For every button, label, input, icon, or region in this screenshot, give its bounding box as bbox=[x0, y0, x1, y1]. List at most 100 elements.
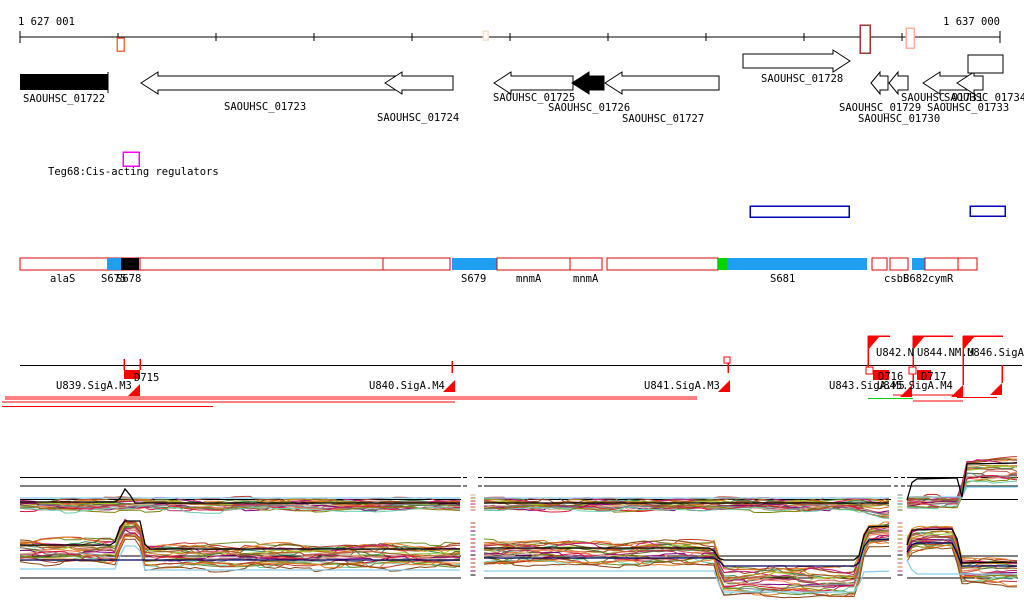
operon-label-alaS[interactable]: alaS bbox=[50, 273, 75, 285]
marker-cream[interactable] bbox=[482, 30, 489, 41]
gene-label-SAOUHSC_01731[interactable]: SAOUHSC_01731 bbox=[901, 92, 983, 104]
tss-flag-box-2[interactable] bbox=[873, 370, 889, 380]
expression-trace bbox=[20, 520, 460, 550]
operon-segment-14[interactable] bbox=[912, 258, 925, 270]
gene-SAOUHSC_01730[interactable] bbox=[888, 70, 909, 96]
operon-label-S678[interactable]: S678 bbox=[116, 273, 141, 285]
tss-label-U839.SigA.M3[interactable]: U839.SigA.M3 bbox=[56, 380, 132, 392]
tss-arrow-triangle-5[interactable] bbox=[951, 385, 963, 397]
operon-segment-6[interactable] bbox=[452, 258, 497, 270]
tss-label-U841.SigA.M3[interactable]: U841.SigA.M3 bbox=[644, 380, 720, 392]
gene-SAOUHSC_01729[interactable] bbox=[870, 70, 889, 96]
marker-darkred[interactable] bbox=[859, 24, 871, 54]
operon-label-S682[interactable]: S682 bbox=[903, 273, 928, 285]
operon-segment-4[interactable] bbox=[139, 257, 384, 271]
expression-trace bbox=[19, 506, 461, 513]
tss-pennant-1[interactable] bbox=[868, 337, 879, 350]
expression-trace bbox=[906, 542, 1017, 567]
ruler-end-coordinate: 1 637 000 bbox=[943, 16, 1000, 28]
gene-gene-open-box[interactable] bbox=[967, 54, 1004, 74]
expression-trace bbox=[484, 538, 890, 567]
expression-trace bbox=[483, 521, 889, 572]
marker-orange[interactable] bbox=[116, 37, 125, 52]
expression-trace bbox=[483, 505, 890, 518]
gene-label-SAOUHSC_01726[interactable]: SAOUHSC_01726 bbox=[548, 102, 630, 114]
operon-segment-3[interactable] bbox=[121, 258, 139, 270]
operon-label-mnmA[interactable]: mnmA bbox=[573, 273, 599, 285]
teg68-regulator-box[interactable] bbox=[122, 151, 140, 167]
operon-segment-13[interactable] bbox=[889, 257, 909, 271]
tss-open-square-2[interactable] bbox=[908, 366, 917, 375]
tss-arrow-triangle-1[interactable] bbox=[128, 384, 140, 396]
gene-label-SAOUHSC_01724[interactable]: SAOUHSC_01724 bbox=[377, 112, 459, 124]
operon-segment-9[interactable] bbox=[606, 257, 719, 271]
gene-label-SAOUHSC_01733[interactable]: SAOUHSC_01733 bbox=[927, 102, 1009, 114]
gene-label-SAOUHSC_01722[interactable]: SAOUHSC_01722 bbox=[23, 93, 105, 105]
operon-segment-7[interactable] bbox=[496, 257, 571, 271]
tss-flag-box-1[interactable] bbox=[124, 370, 140, 379]
gene-SAOUHSC_01727[interactable] bbox=[604, 71, 720, 95]
gene-SAOUHSC_01728[interactable] bbox=[742, 49, 851, 73]
expression-trace bbox=[906, 462, 1018, 501]
expression-trace bbox=[906, 525, 1018, 564]
operon-segment-11[interactable] bbox=[727, 258, 867, 270]
operon-label-S679[interactable]: S679 bbox=[461, 273, 486, 285]
operon-segment-2[interactable] bbox=[107, 258, 121, 270]
tss-pennant-3[interactable] bbox=[963, 337, 974, 350]
feature-box-2[interactable] bbox=[969, 205, 1006, 217]
expression-trace bbox=[906, 547, 1017, 588]
tss-label-U843.SigA.M5[interactable]: U843.SigA.M5 bbox=[829, 380, 905, 392]
gene-SAOUHSC_01726[interactable] bbox=[571, 71, 605, 95]
gene-label-SAOUHSC_01727[interactable]: SAOUHSC_01727 bbox=[622, 113, 704, 125]
operon-label-S681[interactable]: S681 bbox=[770, 273, 795, 285]
tss-open-square-3[interactable] bbox=[723, 356, 731, 364]
operon-label-mnmA[interactable]: mnmA bbox=[516, 273, 542, 285]
expression-trace bbox=[20, 487, 460, 504]
operon-segment-16[interactable] bbox=[957, 257, 978, 271]
expression-trace bbox=[484, 570, 890, 593]
operon-segment-10[interactable] bbox=[718, 258, 727, 270]
tss-arrow-triangle-4[interactable] bbox=[900, 385, 912, 397]
expression-trace bbox=[483, 525, 890, 575]
tss-open-square-1[interactable] bbox=[865, 366, 874, 375]
gene-label-SAOUHSC_01730[interactable]: SAOUHSC_01730 bbox=[858, 113, 940, 125]
tss-flag-box-3[interactable] bbox=[917, 370, 931, 380]
gene-SAOUHSC_01732[interactable] bbox=[956, 71, 984, 95]
expression-trace bbox=[483, 506, 890, 519]
operon-label-S675[interactable]: S675 bbox=[101, 273, 126, 285]
operon-segment-8[interactable] bbox=[569, 257, 603, 271]
operon-label-csbB[interactable]: csbB bbox=[884, 273, 909, 285]
tss-label-D716[interactable]: D716 bbox=[878, 371, 903, 383]
operon-segment-12[interactable] bbox=[871, 257, 888, 271]
gene-label-SAOUHSC_01734[interactable]: SAOUHSC_01734 bbox=[944, 92, 1024, 104]
gene-label-SAOUHSC_01725[interactable]: SAOUHSC_01725 bbox=[493, 92, 575, 104]
expression-trace bbox=[906, 559, 1017, 575]
tss-label-U840.SigA.M4[interactable]: U840.SigA.M4 bbox=[369, 380, 445, 392]
gene-SAOUHSC_01725[interactable] bbox=[493, 71, 574, 95]
operon-segment-15[interactable] bbox=[924, 257, 959, 271]
expression-trace bbox=[19, 526, 461, 562]
gene-SAOUHSC_01722[interactable] bbox=[20, 74, 108, 90]
tss-label-U845.SigA.M4[interactable]: U845.SigA.M4 bbox=[877, 380, 953, 392]
gene-label-SAOUHSC_01729[interactable]: SAOUHSC_01729 bbox=[839, 102, 921, 114]
tss-label-D715[interactable]: D715 bbox=[134, 372, 159, 384]
tss-pennant-2[interactable] bbox=[913, 337, 924, 350]
gene-SAOUHSC_01724[interactable] bbox=[384, 71, 454, 95]
tss-arrow-triangle-2[interactable] bbox=[443, 380, 455, 392]
expression-trace bbox=[19, 505, 461, 514]
tss-label-U842.N[interactable]: U842.N bbox=[876, 347, 914, 359]
gene-label-SAOUHSC_01723[interactable]: SAOUHSC_01723 bbox=[224, 101, 306, 113]
tss-arrow-triangle-3[interactable] bbox=[718, 380, 730, 392]
expression-trace bbox=[906, 538, 1018, 576]
tss-label-U846.SigA[interactable]: U846.SigA bbox=[967, 347, 1024, 359]
gene-label-SAOUHSC_01728[interactable]: SAOUHSC_01728 bbox=[761, 73, 843, 85]
operon-label-cymR[interactable]: cymR bbox=[928, 273, 954, 285]
feature-box-1[interactable] bbox=[749, 205, 850, 218]
operon-segment-5[interactable] bbox=[382, 257, 451, 271]
marker-pink[interactable] bbox=[905, 27, 915, 49]
tss-label-D717[interactable]: D717 bbox=[921, 371, 946, 383]
tss-label-U844.NM.M[interactable]: U844.NM.M bbox=[917, 347, 974, 359]
tss-arrow-triangle-6[interactable] bbox=[990, 383, 1002, 395]
